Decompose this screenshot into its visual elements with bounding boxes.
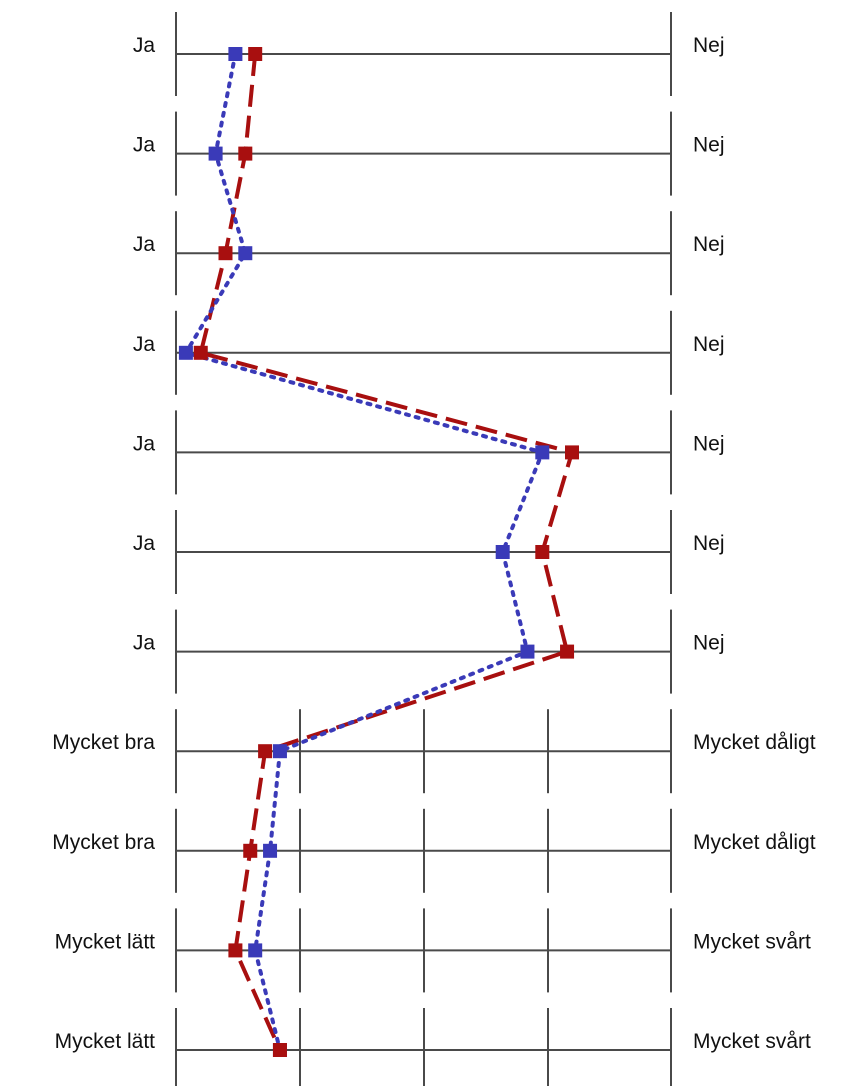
right-anchor-label: Nej (693, 134, 725, 157)
series-2-point (238, 246, 253, 261)
left-anchor-label: Mycket lätt (55, 1030, 156, 1053)
left-anchor-label: Ja (133, 632, 156, 655)
series-2-point (535, 445, 550, 460)
series-1-point (258, 744, 273, 759)
left-anchor-label: Mycket bra (52, 831, 155, 854)
series-markers (178, 47, 579, 1057)
right-anchor-label: Nej (693, 233, 725, 256)
series-2-point (208, 146, 223, 161)
series-1-point (228, 943, 243, 958)
series-1-point (218, 246, 233, 261)
series-1-point (560, 644, 575, 659)
right-anchor-label: Nej (693, 432, 725, 455)
right-anchor-label: Mycket svårt (693, 1030, 811, 1053)
series-1-point (565, 445, 579, 460)
series-1-point (272, 1043, 287, 1057)
series-2-point (263, 843, 278, 858)
chart-grid (175, 12, 672, 1086)
right-anchor-label: Nej (693, 632, 725, 655)
series-2-point (248, 943, 263, 958)
series-1-point (535, 545, 550, 559)
right-anchor-label: Nej (693, 34, 725, 57)
series-2-point (178, 345, 193, 360)
series-1-point (243, 843, 258, 858)
series-1-point (238, 146, 253, 161)
series-2-point (228, 47, 243, 61)
left-anchor-label: Mycket bra (52, 731, 155, 754)
series-2-point (272, 744, 287, 759)
left-anchor-label: Ja (133, 432, 156, 455)
right-anchor-label: Mycket dåligt (693, 831, 816, 854)
series-2-point (520, 644, 535, 659)
left-anchor-label: Ja (133, 532, 156, 555)
right-anchor-label: Mycket dåligt (693, 731, 816, 754)
left-anchor-label: Ja (133, 34, 156, 57)
series-2-point (495, 545, 510, 559)
left-anchor-label: Mycket lätt (55, 930, 156, 953)
series-1-point (248, 47, 263, 61)
right-anchor-label: Mycket svårt (693, 930, 811, 953)
left-anchor-label: Ja (133, 134, 156, 157)
left-anchor-label: Ja (133, 333, 156, 356)
left-anchor-label: Ja (133, 233, 156, 256)
right-anchor-label: Nej (693, 532, 725, 555)
right-anchor-label: Nej (693, 333, 725, 356)
row-labels: Ja Nej Ja Nej Ja Nej Ja Nej Ja Nej Ja Nej Ja Nej Mycke… (52, 34, 815, 1053)
series-1-point (193, 345, 208, 360)
